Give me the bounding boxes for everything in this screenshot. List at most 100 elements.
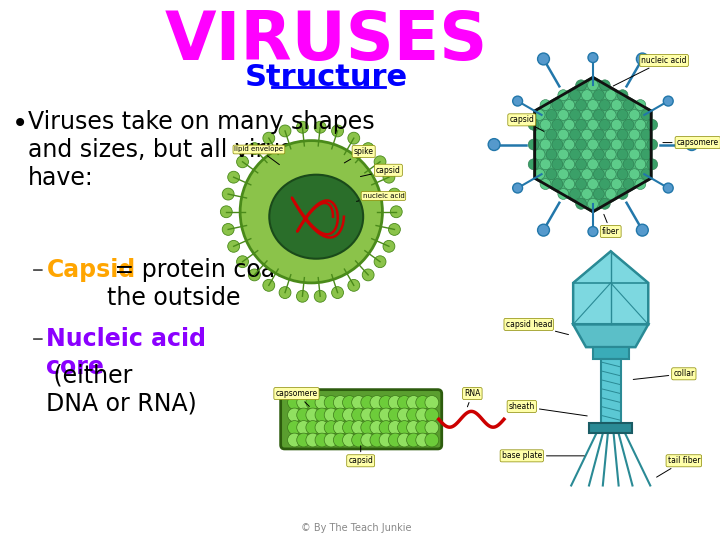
Text: capsomere: capsomere: [276, 389, 318, 407]
Circle shape: [279, 287, 291, 299]
Circle shape: [374, 156, 386, 168]
Circle shape: [534, 169, 545, 180]
Text: spike: spike: [344, 147, 374, 163]
Circle shape: [570, 110, 580, 120]
Circle shape: [220, 206, 233, 218]
FancyBboxPatch shape: [281, 390, 442, 449]
Text: Capsid: Capsid: [47, 258, 135, 282]
Circle shape: [528, 119, 539, 130]
Circle shape: [647, 119, 657, 130]
Circle shape: [333, 433, 347, 447]
Circle shape: [425, 408, 438, 422]
Circle shape: [611, 139, 622, 150]
Circle shape: [324, 408, 338, 422]
Circle shape: [570, 149, 580, 160]
Circle shape: [343, 408, 356, 422]
Circle shape: [397, 396, 411, 409]
Circle shape: [314, 122, 326, 133]
Circle shape: [333, 396, 347, 409]
Text: sheath: sheath: [508, 402, 588, 416]
Circle shape: [306, 421, 320, 435]
Circle shape: [379, 433, 393, 447]
Circle shape: [599, 80, 611, 91]
Circle shape: [564, 99, 575, 111]
Circle shape: [647, 139, 657, 150]
Circle shape: [287, 421, 302, 435]
Circle shape: [222, 188, 234, 200]
Circle shape: [635, 179, 646, 190]
Circle shape: [593, 149, 604, 160]
Circle shape: [593, 129, 604, 140]
Circle shape: [588, 80, 598, 91]
Circle shape: [558, 169, 569, 180]
Circle shape: [332, 125, 343, 137]
Circle shape: [623, 119, 634, 130]
Circle shape: [593, 90, 604, 100]
Circle shape: [383, 240, 395, 252]
Circle shape: [570, 169, 580, 180]
Circle shape: [306, 396, 320, 409]
Circle shape: [297, 396, 310, 409]
Circle shape: [297, 291, 308, 302]
Circle shape: [588, 179, 598, 190]
Circle shape: [540, 139, 551, 150]
Text: = protein coat on
the outside: = protein coat on the outside: [107, 258, 321, 310]
Circle shape: [588, 139, 598, 150]
Circle shape: [623, 139, 634, 150]
Circle shape: [361, 433, 374, 447]
Circle shape: [315, 421, 329, 435]
Circle shape: [588, 53, 598, 63]
Circle shape: [582, 188, 593, 199]
Circle shape: [564, 119, 575, 130]
Circle shape: [558, 129, 569, 140]
Circle shape: [606, 149, 616, 160]
Circle shape: [623, 179, 634, 190]
Circle shape: [558, 188, 569, 199]
Circle shape: [407, 408, 420, 422]
Circle shape: [575, 80, 587, 91]
Circle shape: [397, 421, 411, 435]
Circle shape: [263, 279, 275, 291]
Text: tail fiber: tail fiber: [657, 456, 700, 477]
Circle shape: [314, 291, 326, 302]
Circle shape: [415, 396, 430, 409]
Circle shape: [641, 129, 652, 140]
Circle shape: [248, 143, 261, 154]
Circle shape: [425, 396, 438, 409]
Circle shape: [528, 139, 539, 150]
Circle shape: [370, 433, 384, 447]
Circle shape: [641, 110, 652, 120]
Text: RNA: RNA: [464, 389, 480, 407]
Circle shape: [546, 129, 557, 140]
Circle shape: [379, 421, 393, 435]
Circle shape: [237, 156, 248, 168]
Circle shape: [297, 408, 310, 422]
Circle shape: [593, 110, 604, 120]
Circle shape: [306, 408, 320, 422]
Circle shape: [513, 183, 523, 193]
Circle shape: [611, 119, 622, 130]
Circle shape: [606, 188, 616, 199]
Text: –: –: [32, 327, 43, 352]
Circle shape: [582, 110, 593, 120]
Circle shape: [564, 139, 575, 150]
Circle shape: [343, 396, 356, 409]
Circle shape: [397, 408, 411, 422]
Circle shape: [488, 139, 500, 151]
Circle shape: [647, 159, 657, 170]
Circle shape: [222, 224, 234, 235]
Circle shape: [582, 129, 593, 140]
Circle shape: [570, 90, 580, 100]
Circle shape: [599, 198, 611, 210]
Circle shape: [617, 90, 628, 100]
Circle shape: [617, 110, 628, 120]
Text: nucleic acid: nucleic acid: [613, 56, 687, 86]
Circle shape: [348, 279, 360, 291]
Circle shape: [635, 139, 646, 150]
Circle shape: [362, 143, 374, 154]
Circle shape: [593, 169, 604, 180]
Circle shape: [324, 421, 338, 435]
Circle shape: [623, 99, 634, 111]
Circle shape: [315, 433, 329, 447]
Circle shape: [629, 129, 640, 140]
